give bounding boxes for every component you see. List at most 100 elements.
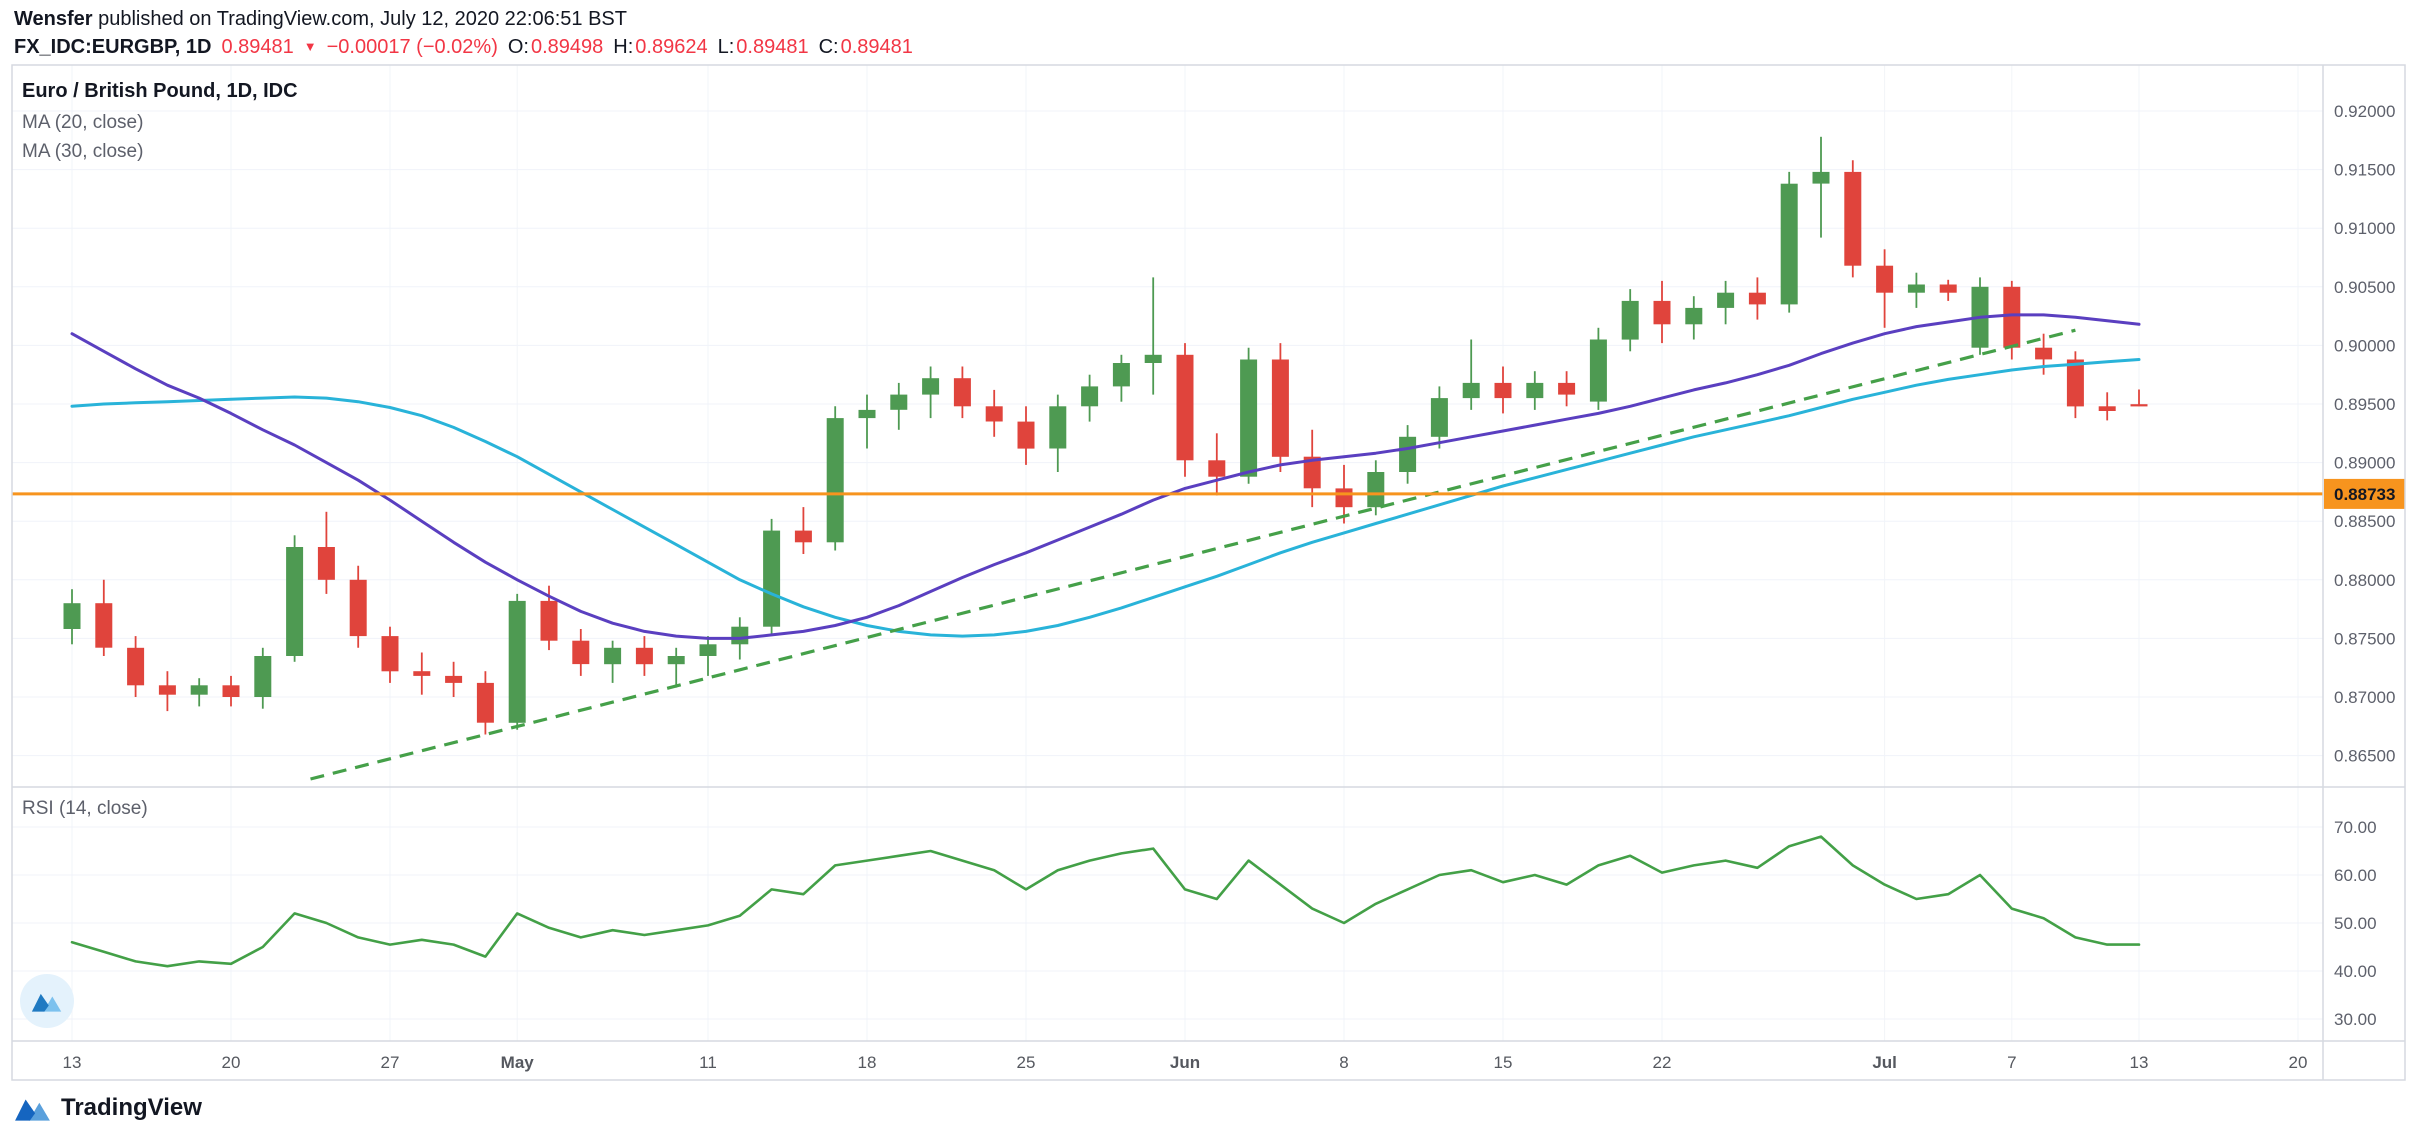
candle-body [1399, 436, 1417, 472]
candle-body [1748, 292, 1766, 305]
time-axis-label: 27 [381, 1053, 400, 1072]
candle-body [1144, 354, 1162, 363]
time-axis-label: 22 [1653, 1053, 1672, 1072]
time-axis-label: Jun [1170, 1053, 1200, 1072]
candle-body [1017, 421, 1035, 449]
candle-body [1494, 382, 1512, 399]
price-axis-label: 0.90000 [2334, 336, 2395, 355]
candle-body [2098, 406, 2116, 411]
publish-header: Wensfer published on TradingView.com, Ju… [14, 8, 627, 31]
candle-body [317, 547, 335, 580]
tradingview-wordmark[interactable]: TradingView [61, 1094, 202, 1121]
rsi-line [70, 835, 2141, 968]
footer-brand: TradingView [14, 1092, 202, 1124]
candle-body [667, 656, 685, 665]
candle-body [731, 626, 749, 645]
ohlc-close: C: 0.89481 [818, 36, 913, 58]
price-axis-label: 0.90500 [2334, 278, 2395, 297]
candle-body [63, 603, 81, 629]
rsi-axis-label: 50.00 [2334, 914, 2377, 933]
candle-body [922, 378, 940, 395]
time-axis-label: 15 [1494, 1053, 1513, 1072]
candle-body [1240, 359, 1258, 477]
rsi-axis-label: 40.00 [2334, 962, 2377, 981]
ohlc-high: H: 0.89624 [613, 36, 708, 58]
candle-body [1430, 398, 1448, 437]
candle-body [1717, 292, 1735, 308]
candle-body [2003, 286, 2021, 348]
tradingview-watermark-mark [31, 993, 62, 1012]
price-axis-label: 0.87000 [2334, 688, 2395, 707]
candle-body [190, 685, 208, 695]
price-line-badge-label: 0.88733 [2334, 485, 2395, 504]
tradingview-logo-mark [15, 1099, 50, 1121]
time-axis-label: 18 [858, 1053, 877, 1072]
time-axis-label: 20 [222, 1053, 241, 1072]
symbol-header: FX_IDC:EURGBP, 1D 0.89481 ▼ −0.00017 (−0… [14, 36, 913, 59]
ohlc-open: O: 0.89498 [507, 36, 604, 58]
candle-body [381, 636, 399, 672]
candle-body [1621, 300, 1639, 340]
time-axis-label: Jul [1872, 1053, 1897, 1072]
time-axis-label: 20 [2289, 1053, 2308, 1072]
rsi-axis-label: 30.00 [2334, 1010, 2377, 1029]
symbol-name: FX_IDC:EURGBP, 1D [14, 36, 212, 58]
candle-body [1176, 354, 1194, 461]
price-axis-label: 0.86500 [2334, 747, 2395, 766]
tradingview-logo-icon[interactable] [14, 1092, 52, 1124]
chart-border [11, 64, 2406, 1081]
rsi-axis-label: 70.00 [2334, 818, 2377, 837]
time-axis-label: 25 [1017, 1053, 1036, 1072]
candle-body [1812, 171, 1830, 184]
candle-body [1112, 363, 1130, 387]
candle-body [445, 675, 463, 683]
candle-body [953, 378, 971, 407]
candle-body [476, 682, 494, 723]
candle-body [1653, 300, 1671, 325]
candle-body [794, 530, 812, 543]
author-link[interactable]: Wensfer [14, 8, 93, 30]
watermark-front-mountain [31, 993, 49, 1012]
candle-body [763, 530, 781, 627]
candle-body [1335, 488, 1353, 508]
candle-body [1462, 382, 1480, 399]
price-down-icon: ▼ [303, 39, 317, 54]
time-axis-label: 8 [1339, 1053, 1348, 1072]
price-axis-label: 0.87500 [2334, 629, 2395, 648]
time-axis-label: 13 [63, 1053, 82, 1072]
candle-body [1049, 406, 1067, 449]
candle-body [2035, 347, 2053, 360]
time-axis-label: 13 [2130, 1053, 2149, 1072]
candle-body [604, 647, 622, 665]
candle-body [890, 394, 908, 410]
last-price: 0.89481 [221, 36, 294, 58]
price-axis-label: 0.92000 [2334, 102, 2395, 121]
time-axis-label: May [501, 1053, 535, 1072]
candle-body [1939, 284, 1957, 293]
candle-body [95, 603, 113, 648]
price-axis-label: 0.91000 [2334, 219, 2395, 238]
ma30-line [70, 358, 2141, 638]
candle-body [413, 671, 431, 676]
candle-body [1271, 359, 1289, 457]
logo-back-mountain [28, 1102, 50, 1121]
publish-info: published on TradingView.com, July 12, 2… [92, 8, 627, 30]
candle-body [508, 600, 526, 723]
candle-body [635, 647, 653, 665]
candle-body [572, 640, 590, 665]
candle-body [699, 644, 717, 656]
rsi-axis-label: 60.00 [2334, 866, 2377, 885]
candle-body [349, 579, 367, 637]
ma20-line [70, 313, 2141, 640]
price-axis-label: 0.88500 [2334, 512, 2395, 531]
candle-body [2130, 404, 2148, 407]
candle-body [1558, 382, 1576, 395]
logo-front-mountain [15, 1099, 36, 1121]
tradingview-watermark-icon [20, 974, 74, 1028]
watermark-back-mountain [43, 996, 62, 1012]
candle-body [127, 647, 145, 686]
candle-body [1780, 183, 1798, 305]
candle-body [1526, 382, 1544, 399]
candle-body [1589, 339, 1607, 402]
